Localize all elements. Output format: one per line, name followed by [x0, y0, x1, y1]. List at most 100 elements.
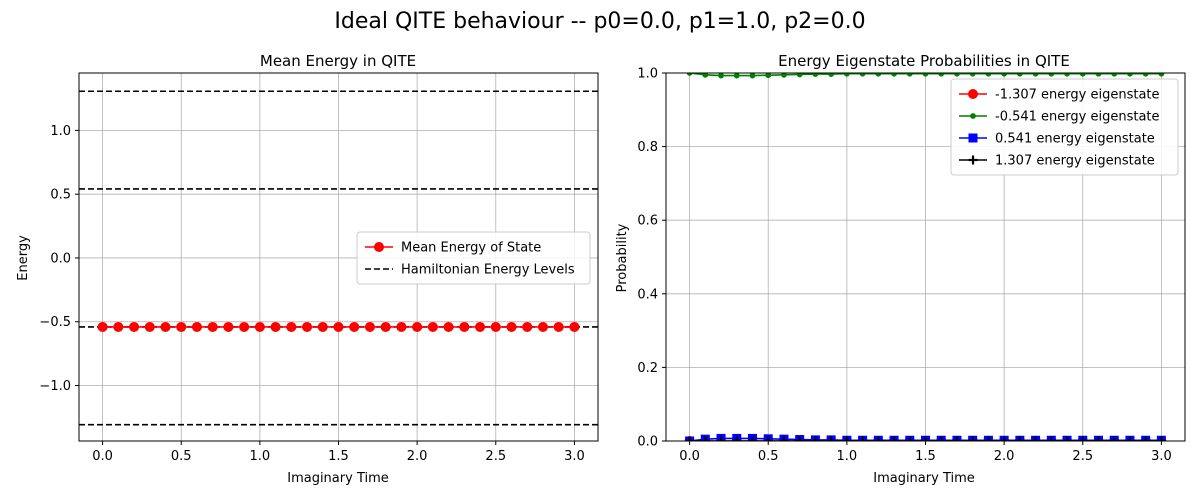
- mean-energy-xtick-label-0: 0.0: [92, 449, 113, 464]
- eigenstate-probability-series-3-point-9: [826, 436, 836, 441]
- mean-energy-xtick-label-5: 2.5: [485, 449, 506, 464]
- eigenstate-probability-legend-entry-1: -0.541 energy eigenstate: [959, 110, 1160, 125]
- eigenstate-probability-series-3-point-13: [889, 436, 899, 441]
- eigenstate-probability-series-3-point-23: [1046, 436, 1056, 441]
- eigenstate-probability-series-1-point-26: [1095, 73, 1102, 77]
- mean-energy-ytick-label-3: 0.5: [50, 188, 71, 203]
- mean-energy-series-0: [97, 321, 580, 332]
- eigenstate-probability-series-3-point-15: [921, 436, 930, 441]
- eigenstate-probability-series-1-point-14: [906, 73, 913, 77]
- eigenstate-probability-series-3-point-22: [1031, 436, 1041, 441]
- eigenstate-probability-legend-label-2: 0.541 energy eigenstate: [995, 132, 1155, 147]
- mean-energy-ytick-label-2: 0.0: [50, 251, 71, 266]
- eigenstate-probability-series-3-point-26: [1094, 436, 1103, 441]
- eigenstate-probability-series-3-point-21: [1015, 436, 1025, 441]
- eigenstate-probability-legend-label-1: -0.541 energy eigenstate: [995, 110, 1160, 125]
- eigenstate-probability-series-3-point-1: [700, 436, 710, 441]
- eigenstate-probability-series-1-point-4: [749, 73, 756, 79]
- eigenstate-probability-legend-entry-0: -1.307 energy eigenstate: [959, 88, 1160, 103]
- mean-energy-legend: Mean Energy of State Hamiltonian Energy L…: [356, 231, 591, 285]
- eigenstate-probability-series-3-point-29: [1141, 436, 1151, 441]
- eigenstate-probability-series-3-point-30: [1156, 436, 1166, 441]
- mean-energy-series-0-point-13: [302, 321, 313, 332]
- eigenstate-probability-xtick-label-4: 2.0: [994, 449, 1015, 464]
- eigenstate-probability-ytick-label-0: 0.0: [637, 435, 658, 450]
- eigenstate-probability-series-1-point-18: [969, 73, 976, 77]
- mean-energy-x-axis-label: Imaginary Time: [287, 471, 389, 486]
- mean-energy-chart-title: Mean Energy in QITE: [260, 52, 416, 70]
- mean-energy-series-0-point-23: [459, 321, 470, 332]
- mean-energy-series-0-point-28: [537, 321, 548, 332]
- eigenstate-probability-series-3-point-12: [873, 436, 883, 441]
- mean-energy-series-0-point-22: [443, 321, 454, 332]
- mean-energy-series-0-point-16: [349, 321, 360, 332]
- eigenstate-probability-series-3-point-11: [858, 436, 868, 441]
- eigenstate-probability-legend: -1.307 energy eigenstate -0.541 energy ei…: [950, 78, 1179, 176]
- eigenstate-probability-series-1-point-28: [1127, 73, 1133, 77]
- mean-energy-series-0-point-26: [506, 321, 517, 332]
- mean-energy-legend-entry-0: Mean Energy of State: [365, 241, 541, 256]
- eigenstate-probability-series-3-point-18: [968, 436, 978, 441]
- eigenstate-probability-series-3-point-19: [983, 436, 993, 441]
- eigenstate-probability-xtick-label-5: 2.5: [1072, 449, 1093, 464]
- mean-energy-legend-marker-0: [374, 242, 384, 252]
- eigenstate-probability-series-3-point-10: [842, 436, 852, 441]
- mean-energy-legend-box: [356, 231, 591, 285]
- eigenstate-probability-legend-label-0: -1.307 energy eigenstate: [995, 88, 1160, 103]
- eigenstate-probability-ytick-label-5: 1.0: [637, 67, 658, 82]
- mean-energy-series-0-point-24: [475, 321, 486, 332]
- eigenstate-probability-series-3: [685, 436, 1166, 441]
- eigenstate-probability-series-1-point-8: [812, 73, 819, 78]
- eigenstate-probability-series-1-point-23: [1048, 73, 1055, 77]
- eigenstate-probability-series-1-point-3: [733, 73, 740, 79]
- mean-energy-plot-area: [79, 90, 598, 426]
- mean-energy-xtick-label-1: 0.5: [171, 449, 192, 464]
- eigenstate-probability-series-3-point-17: [952, 436, 962, 441]
- eigenstate-probability-series-1-point-7: [796, 73, 803, 78]
- mean-energy-series-0-point-18: [380, 321, 391, 332]
- eigenstate-probability-series-1-point-6: [781, 73, 787, 78]
- eigenstate-probability-x-axis-label: Imaginary Time: [873, 471, 975, 486]
- mean-energy-series-0-point-2: [129, 321, 140, 332]
- mean-energy-series-0-point-29: [553, 321, 564, 332]
- eigenstate-probability-series-1-point-15: [922, 73, 929, 77]
- eigenstate-probability-legend-entry-2: 0.541 energy eigenstate: [959, 132, 1155, 147]
- eigenstate-probability-series-1-point-29: [1142, 73, 1149, 77]
- eigenstate-probability-series-1-point-20: [1001, 73, 1008, 77]
- eigenstate-probability-series-3-point-20: [999, 436, 1009, 441]
- eigenstate-probability-series-3-point-7: [795, 436, 805, 441]
- eigenstate-probability-chart-title: Energy Eigenstate Probabilities in QITE: [778, 52, 1070, 70]
- eigenstate-probability-chart: Energy Eigenstate Probabilities in QITE …: [615, 52, 1186, 486]
- eigenstate-probability-series-1-point-16: [938, 73, 945, 77]
- mean-energy-xtick-label-6: 3.0: [564, 449, 585, 464]
- mean-energy-ytick-label-1: −0.5: [39, 315, 71, 330]
- eigenstate-probability-series-1: [686, 73, 1165, 79]
- mean-energy-series-0-point-25: [490, 321, 501, 332]
- mean-energy-series-0-point-10: [254, 321, 265, 332]
- mean-energy-series-0-point-20: [412, 321, 423, 332]
- eigenstate-probability-series-1-point-0: [686, 73, 693, 76]
- mean-energy-series-0-point-9: [239, 321, 250, 332]
- eigenstate-probability-series-1-point-25: [1079, 73, 1086, 77]
- eigenstate-probability-series-3-point-28: [1125, 436, 1135, 441]
- eigenstate-probability-ytick-label-1: 0.2: [637, 361, 658, 376]
- eigenstate-probability-ytick-label-3: 0.6: [637, 214, 658, 229]
- eigenstate-probability-series-1-point-17: [954, 73, 960, 77]
- eigenstate-probability-series-3-point-16: [936, 436, 946, 441]
- eigenstate-probability-ytick-label-2: 0.4: [637, 287, 658, 302]
- eigenstate-probability-legend-marker-1: [970, 113, 976, 119]
- mean-energy-series-0-point-1: [113, 321, 124, 332]
- mean-energy-series-0-point-4: [160, 321, 171, 332]
- mean-energy-legend-entry-1: Hamiltonian Energy Levels: [365, 263, 575, 278]
- eigenstate-probability-series-3-point-14: [905, 436, 915, 441]
- eigenstate-probability-series-3-point-25: [1078, 436, 1088, 441]
- mean-energy-series-0-point-17: [364, 321, 375, 332]
- eigenstate-probability-series-1-point-21: [1016, 73, 1023, 77]
- eigenstate-probability-xtick-label-3: 1.5: [915, 449, 936, 464]
- mean-energy-legend-label-0: Mean Energy of State: [401, 241, 541, 256]
- eigenstate-probability-series-1-point-10: [843, 73, 850, 77]
- eigenstate-probability-series-3-point-24: [1062, 436, 1072, 441]
- eigenstate-probability-series-1-point-24: [1064, 73, 1070, 77]
- eigenstate-probability-y-axis-label: Probability: [615, 223, 630, 292]
